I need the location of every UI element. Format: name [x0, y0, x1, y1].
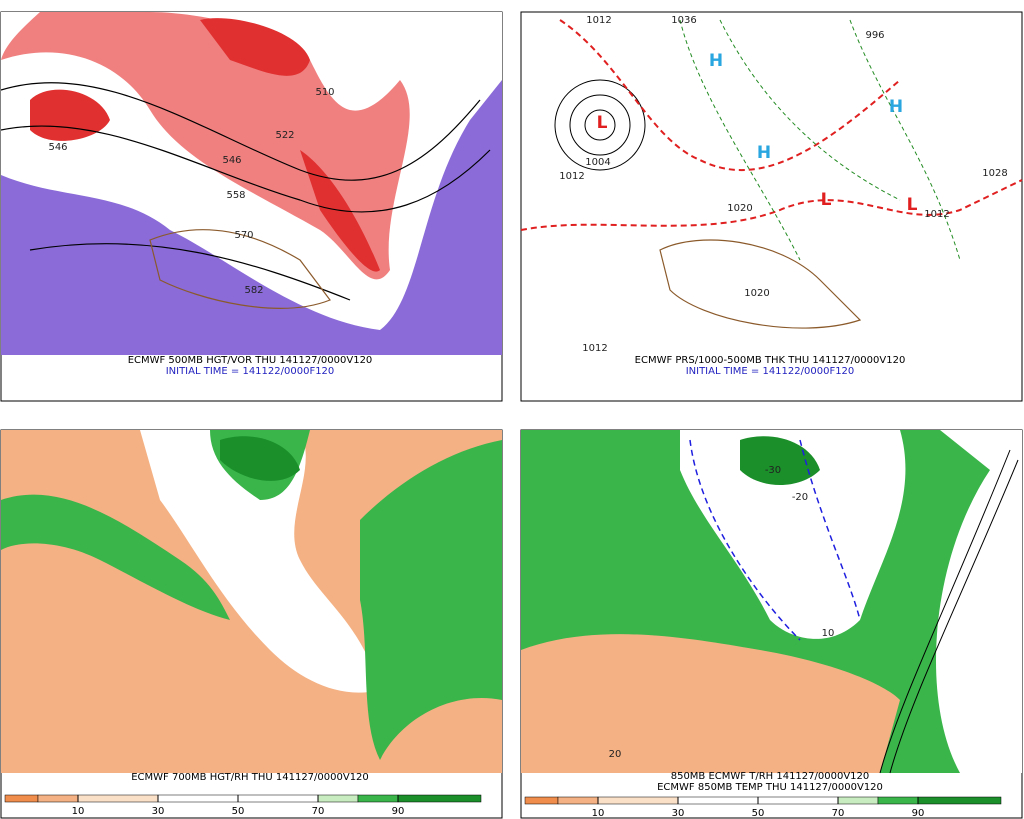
panel-frame — [520, 11, 1023, 402]
subcaption: INITIAL TIME = 141122/0000F120 — [166, 366, 335, 377]
colorbar-label: 10 — [72, 806, 85, 817]
colorbar-segment — [77, 794, 159, 803]
low-marker: L — [597, 113, 608, 133]
colorbar-segment — [397, 794, 482, 803]
colorbar-segment — [597, 796, 679, 805]
map-500mb — [0, 12, 502, 355]
high-marker: H — [757, 143, 771, 163]
colorbar-segment — [37, 794, 79, 803]
colorbar-label: 10 — [592, 808, 605, 819]
colorbar-label: 30 — [672, 808, 685, 819]
colorbar-label: 50 — [752, 808, 765, 819]
contour-label: 582 — [244, 285, 263, 296]
colorbar-segment — [757, 796, 839, 805]
contour-label: 1012 — [586, 15, 611, 26]
colorbar-segment — [877, 796, 919, 805]
contour-label: 1012 — [582, 343, 607, 354]
colorbar-segment — [677, 796, 759, 805]
contour-label: 996 — [865, 30, 884, 41]
colorbar-segment — [837, 796, 879, 805]
caption: ECMWF 700MB HGT/RH THU 141127/0000V120 — [131, 772, 369, 783]
colorbar-segment — [237, 794, 319, 803]
colorbar-segment — [4, 794, 39, 803]
contour-label: 1012 — [559, 171, 584, 182]
subcaption: ECMWF 850MB TEMP THU 141127/0000V120 — [657, 782, 883, 793]
contour-label: 1004 — [585, 157, 610, 168]
contour-label: 522 — [275, 130, 294, 141]
colorbar-label: 90 — [912, 808, 925, 819]
colorbar-segment — [317, 794, 359, 803]
high-marker: H — [709, 51, 723, 71]
contour-label: 1036 — [671, 15, 696, 26]
colorbar-segment — [357, 794, 399, 803]
colorbar-segment — [917, 796, 1002, 805]
contour-label: -20 — [792, 492, 808, 503]
contour-label: 510 — [315, 87, 334, 98]
colorbar-label: 70 — [312, 806, 325, 817]
colorbar-segment — [557, 796, 599, 805]
low-marker: L — [907, 195, 918, 215]
colorbar-segment — [157, 794, 239, 803]
contour-label: 546 — [222, 155, 241, 166]
contour-label: 1020 — [744, 288, 769, 299]
colorbar-label: 30 — [152, 806, 165, 817]
contour-label: 558 — [226, 190, 245, 201]
contour-label: 1020 — [727, 203, 752, 214]
map-surface — [520, 19, 1023, 329]
low-marker: L — [821, 190, 832, 210]
caption: 850MB ECMWF T/RH 141127/0000V120 — [671, 771, 870, 782]
caption: ECMWF PRS/1000-500MB THK THU 141127/0000… — [635, 355, 906, 366]
contour-label: 10 — [822, 628, 835, 639]
colorbar-label: 50 — [232, 806, 245, 817]
subcaption: INITIAL TIME = 141122/0000F120 — [686, 366, 855, 377]
contour-label: 546 — [48, 142, 67, 153]
contour-label: 1012 — [924, 209, 949, 220]
map-850mb — [521, 430, 1022, 774]
colorbar-label: 90 — [392, 806, 405, 817]
contour-label: 20 — [609, 749, 622, 760]
caption: ECMWF 500MB HGT/VOR THU 141127/0000V120 — [128, 355, 373, 366]
contour-label: 1028 — [982, 168, 1007, 179]
map-700mb — [1, 430, 502, 773]
high-marker: H — [889, 97, 903, 117]
colorbar-segment — [524, 796, 559, 805]
contour-label: 570 — [234, 230, 253, 241]
contour-label: -30 — [765, 465, 781, 476]
colorbar-label: 70 — [832, 808, 845, 819]
